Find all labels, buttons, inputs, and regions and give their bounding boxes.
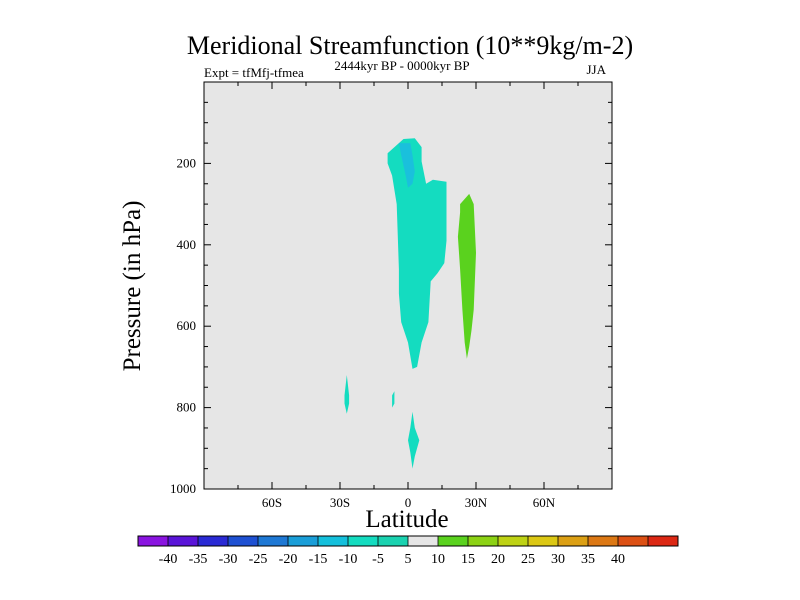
colorbar-label: 20 bbox=[491, 552, 505, 567]
colorbar-label: -35 bbox=[189, 552, 208, 567]
colorbar-label: 15 bbox=[461, 552, 475, 567]
colorbar-box bbox=[198, 536, 229, 546]
y-tick-label: 200 bbox=[177, 155, 197, 170]
colorbar-label: 30 bbox=[551, 552, 565, 567]
colorbar-label: -10 bbox=[339, 552, 358, 567]
colorbar-label: -5 bbox=[372, 552, 384, 567]
season-label: JJA bbox=[586, 62, 606, 77]
colorbar-box bbox=[438, 536, 469, 546]
contour-region-negative-cell-core bbox=[398, 143, 415, 188]
x-tick-label: 30S bbox=[330, 495, 350, 510]
y-axis-label: Pressure (in hPa) bbox=[119, 201, 146, 372]
colorbar-box bbox=[138, 536, 169, 546]
contour-regions bbox=[344, 138, 476, 469]
colorbar-label: -20 bbox=[279, 552, 298, 567]
y-tick-label: 600 bbox=[177, 318, 197, 333]
y-tick-label: 800 bbox=[177, 400, 197, 415]
contour-region-positive-cell-north bbox=[457, 193, 476, 359]
colorbar-box bbox=[168, 536, 199, 546]
colorbar-box bbox=[348, 536, 379, 546]
colorbar-box bbox=[378, 536, 409, 546]
contour-region-negative-blob-30s bbox=[344, 375, 350, 414]
colorbar-label: -15 bbox=[309, 552, 328, 567]
y-tick-label: 400 bbox=[177, 237, 197, 252]
contour-region-negative-cell-tropics-upper bbox=[387, 138, 447, 369]
colorbar-label: -25 bbox=[249, 552, 268, 567]
colorbar-label: 35 bbox=[581, 552, 595, 567]
y-tick-label: 1000 bbox=[170, 481, 196, 496]
contour-region-negative-blob-equator-low bbox=[408, 411, 420, 469]
x-tick-label: 30N bbox=[465, 495, 488, 510]
colorbar-box bbox=[258, 536, 289, 546]
time-range-label: 2444kyr BP - 0000kyr BP bbox=[334, 58, 469, 73]
experiment-label: Expt = tfMfj-tfmea bbox=[204, 65, 304, 80]
colorbar-box bbox=[618, 536, 649, 546]
colorbar: -40 -35 -30 -25 -20 -15 -10 -5 5 10 15 20 25 30 35 40 bbox=[137, 535, 679, 567]
colorbar-box bbox=[468, 536, 499, 546]
colorbar-label: 25 bbox=[521, 552, 535, 567]
colorbar-box bbox=[558, 536, 589, 546]
colorbar-box bbox=[498, 536, 529, 546]
colorbar-box bbox=[648, 536, 679, 546]
colorbar-label: 40 bbox=[611, 552, 625, 567]
x-axis-label: Latitude bbox=[365, 506, 448, 533]
colorbar-box bbox=[228, 536, 259, 546]
x-tick-label: 60S bbox=[262, 495, 282, 510]
x-tick-label: 60N bbox=[533, 495, 556, 510]
x-tick-label: 0 bbox=[405, 495, 412, 510]
colorbar-label: 10 bbox=[431, 552, 445, 567]
colorbar-box bbox=[288, 536, 319, 546]
colorbar-label: 5 bbox=[405, 552, 412, 567]
contour-region-negative-blob-5s bbox=[392, 391, 395, 408]
colorbar-label: -40 bbox=[159, 552, 178, 567]
colorbar-label: -30 bbox=[219, 552, 238, 567]
colorbar-box bbox=[528, 536, 559, 546]
colorbar-box bbox=[318, 536, 349, 546]
colorbar-box bbox=[588, 536, 619, 546]
axis-ticks: 60S 30S 0 30N 60N 200 400 600 800 1000 bbox=[170, 82, 612, 510]
colorbar-box bbox=[408, 536, 439, 546]
chart-title: Meridional Streamfunction (10**9kg/m-2) bbox=[187, 31, 633, 60]
